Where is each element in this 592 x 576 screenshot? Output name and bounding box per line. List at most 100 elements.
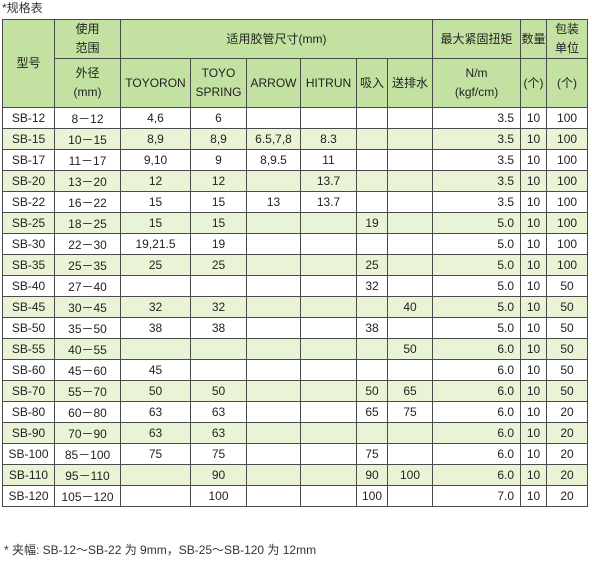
cell-toyoron bbox=[120, 275, 191, 297]
cell-hitrun bbox=[300, 254, 357, 276]
cell-quantity: 10 bbox=[520, 359, 548, 381]
cell-hitrun bbox=[300, 422, 357, 444]
cell-hitrun bbox=[300, 485, 357, 507]
cell-torque: 3.5 bbox=[432, 149, 522, 171]
cell-toyo-spring: 19 bbox=[190, 233, 247, 255]
cell-arrow bbox=[246, 233, 301, 255]
cell-range: 60－80 bbox=[54, 401, 121, 423]
table-row: SB-50 35－50 38 38 38 5.0 10 50 bbox=[2, 317, 589, 339]
cell-quantity: 10 bbox=[520, 401, 548, 423]
cell-torque: 5.0 bbox=[432, 254, 522, 276]
cell-pack-unit: 20 bbox=[546, 464, 589, 486]
cell-discharge bbox=[386, 275, 434, 297]
table-caption: *规格表 bbox=[2, 1, 43, 15]
cell-range: 30－45 bbox=[54, 296, 121, 318]
cell-model: SB-50 bbox=[2, 317, 55, 339]
cell-suction bbox=[356, 359, 388, 381]
table-row: SB-25 18－25 15 15 19 5.0 10 100 bbox=[2, 212, 589, 234]
table-row: SB-110 95－110 90 90 100 6.0 10 20 bbox=[2, 464, 589, 486]
spec-table: 型号 使用 范围 适用胶管尺寸(mm) 最大紧固扭矩 数量 包装 单位 外径 (… bbox=[2, 19, 589, 507]
cell-range: 8－12 bbox=[54, 107, 121, 129]
cell-arrow bbox=[246, 422, 301, 444]
cell-hitrun bbox=[300, 359, 357, 381]
cell-torque: 6.0 bbox=[432, 338, 522, 360]
cell-model: SB-90 bbox=[2, 422, 55, 444]
cell-toyoron: 63 bbox=[120, 401, 191, 423]
header-hose-size: 适用胶管尺寸(mm) bbox=[119, 19, 434, 59]
cell-discharge bbox=[386, 254, 434, 276]
cell-quantity: 10 bbox=[520, 380, 548, 402]
cell-suction bbox=[356, 128, 388, 150]
cell-discharge bbox=[386, 170, 434, 192]
cell-model: SB-55 bbox=[2, 338, 55, 360]
cell-toyoron: 32 bbox=[120, 296, 191, 318]
cell-range: 22－30 bbox=[54, 233, 121, 255]
cell-torque: 6.0 bbox=[432, 401, 522, 423]
cell-quantity: 10 bbox=[520, 212, 548, 234]
cell-toyo-spring: 63 bbox=[190, 422, 247, 444]
cell-suction bbox=[356, 170, 388, 192]
cell-toyoron: 4,6 bbox=[120, 107, 191, 129]
cell-pack-unit: 100 bbox=[546, 128, 589, 150]
cell-model: SB-30 bbox=[2, 233, 55, 255]
cell-model: SB-80 bbox=[2, 401, 55, 423]
cell-quantity: 10 bbox=[520, 254, 548, 276]
cell-toyo-spring: 15 bbox=[190, 212, 247, 234]
cell-discharge bbox=[386, 317, 434, 339]
cell-pack-unit: 100 bbox=[546, 254, 589, 276]
cell-suction: 50 bbox=[356, 380, 388, 402]
table-row: SB-45 30－45 32 32 40 5.0 10 50 bbox=[2, 296, 589, 318]
cell-suction: 65 bbox=[356, 401, 388, 423]
header-torque: 最大紧固扭矩 bbox=[432, 19, 522, 59]
cell-discharge bbox=[386, 191, 434, 213]
cell-toyo-spring bbox=[190, 275, 247, 297]
cell-arrow bbox=[246, 338, 301, 360]
cell-discharge bbox=[386, 212, 434, 234]
cell-discharge bbox=[386, 443, 434, 465]
cell-hitrun bbox=[300, 107, 357, 129]
cell-arrow bbox=[246, 212, 301, 234]
cell-model: SB-110 bbox=[2, 464, 55, 486]
cell-arrow: 13 bbox=[246, 191, 301, 213]
cell-quantity: 10 bbox=[520, 170, 548, 192]
header-discharge: 送排水 bbox=[386, 58, 434, 108]
cell-pack-unit: 100 bbox=[546, 212, 589, 234]
cell-range: 105－120 bbox=[54, 485, 121, 507]
cell-torque: 5.0 bbox=[432, 296, 522, 318]
cell-hitrun bbox=[300, 338, 357, 360]
table-row: SB-22 16－22 15 15 13 13.7 3.5 10 100 bbox=[2, 191, 589, 213]
cell-pack-unit: 100 bbox=[546, 107, 589, 129]
cell-suction: 25 bbox=[356, 254, 388, 276]
cell-range: 85－100 bbox=[54, 443, 121, 465]
cell-hitrun bbox=[300, 233, 357, 255]
cell-arrow bbox=[246, 401, 301, 423]
cell-toyoron bbox=[120, 338, 191, 360]
cell-quantity: 10 bbox=[520, 443, 548, 465]
header-pack-unit: 包装 单位 bbox=[546, 19, 589, 59]
cell-pack-unit: 50 bbox=[546, 359, 589, 381]
cell-suction: 100 bbox=[356, 485, 388, 507]
table-row: SB-35 25－35 25 25 25 5.0 10 100 bbox=[2, 254, 589, 276]
cell-quantity: 10 bbox=[520, 233, 548, 255]
cell-toyoron: 15 bbox=[120, 212, 191, 234]
cell-toyo-spring: 32 bbox=[190, 296, 247, 318]
cell-arrow bbox=[246, 380, 301, 402]
header-usage-range: 使用 范围 bbox=[54, 19, 121, 59]
cell-range: 16－22 bbox=[54, 191, 121, 213]
cell-torque: 5.0 bbox=[432, 317, 522, 339]
cell-hitrun: 8.3 bbox=[300, 128, 357, 150]
cell-quantity: 10 bbox=[520, 317, 548, 339]
cell-suction bbox=[356, 338, 388, 360]
cell-torque: 3.5 bbox=[432, 128, 522, 150]
cell-discharge bbox=[386, 422, 434, 444]
cell-suction: 75 bbox=[356, 443, 388, 465]
cell-arrow bbox=[246, 254, 301, 276]
cell-suction: 38 bbox=[356, 317, 388, 339]
cell-arrow: 8,9.5 bbox=[246, 149, 301, 171]
cell-pack-unit: 20 bbox=[546, 485, 589, 507]
cell-toyoron: 19,21.5 bbox=[120, 233, 191, 255]
table-row: SB-12 8－12 4,6 6 3.5 10 100 bbox=[2, 107, 589, 129]
table-header: 型号 使用 范围 适用胶管尺寸(mm) 最大紧固扭矩 数量 包装 单位 外径 (… bbox=[2, 19, 589, 108]
cell-quantity: 10 bbox=[520, 149, 548, 171]
cell-toyoron: 12 bbox=[120, 170, 191, 192]
